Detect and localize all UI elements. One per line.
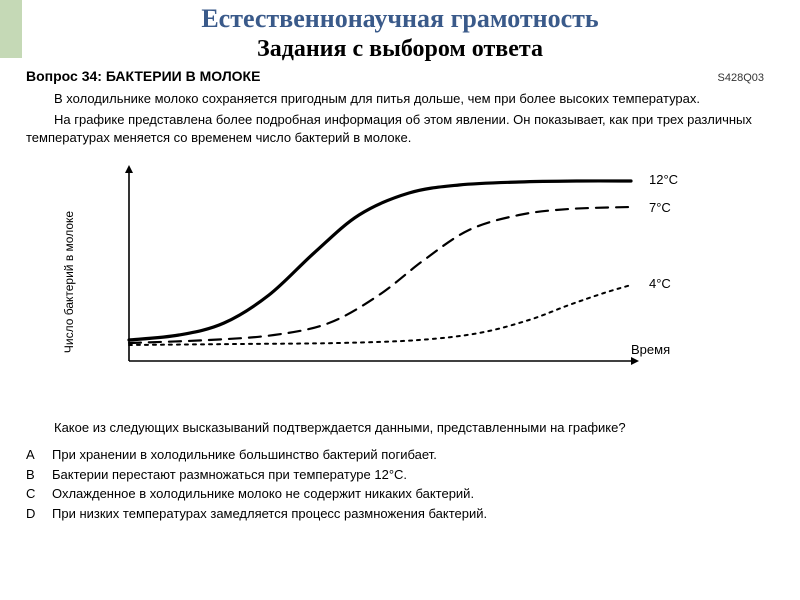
question-prompt: Какое из следующих высказываний подтверж… (26, 419, 764, 437)
question-code: S428Q03 (718, 71, 764, 86)
answer-option[interactable]: A При хранении в холодильнике большинств… (26, 446, 764, 464)
series-label-4c: 4°C (649, 275, 671, 293)
chart: Число бактерий в молоке 12°C 7°C 4°C Вре… (75, 157, 715, 407)
answer-option[interactable]: C Охлажденное в холодильнике молоко не с… (26, 485, 764, 503)
paragraph-1: В холодильнике молоко сохраняется пригод… (26, 90, 764, 108)
answer-text: Охлажденное в холодильнике молоко не сод… (52, 485, 474, 503)
question-label: Вопрос 34: БАКТЕРИИ В МОЛОКЕ (26, 67, 260, 86)
answer-option[interactable]: B Бактерии перестают размножаться при те… (26, 466, 764, 484)
answer-option[interactable]: D При низких температурах замедляется пр… (26, 505, 764, 523)
chart-svg (119, 165, 639, 375)
chart-ylabel: Число бактерий в молоке (61, 210, 77, 352)
accent-bar (0, 0, 22, 58)
answer-key: C (26, 485, 40, 503)
answer-text: При низких температурах замедляется проц… (52, 505, 487, 523)
page-title: Естественнонаучная грамотность (0, 4, 800, 34)
paragraph-2: На графике представлена более подробная … (26, 111, 764, 146)
answer-key: B (26, 466, 40, 484)
page-subtitle: Задания с выбором ответа (0, 36, 800, 63)
question-header: Вопрос 34: БАКТЕРИИ В МОЛОКЕ S428Q03 (26, 67, 764, 86)
header: Естественнонаучная грамотность Задания с… (0, 0, 800, 63)
answer-text: При хранении в холодильнике большинство … (52, 446, 437, 464)
answers: A При хранении в холодильнике большинств… (26, 446, 764, 522)
series-label-7c: 7°C (649, 199, 671, 217)
series-label-12c: 12°C (649, 171, 678, 189)
content: Вопрос 34: БАКТЕРИИ В МОЛОКЕ S428Q03 В х… (0, 63, 800, 522)
chart-plot (119, 165, 639, 375)
answer-key: A (26, 446, 40, 464)
chart-xlabel: Время (631, 341, 670, 359)
answer-key: D (26, 505, 40, 523)
answer-text: Бактерии перестают размножаться при темп… (52, 466, 407, 484)
